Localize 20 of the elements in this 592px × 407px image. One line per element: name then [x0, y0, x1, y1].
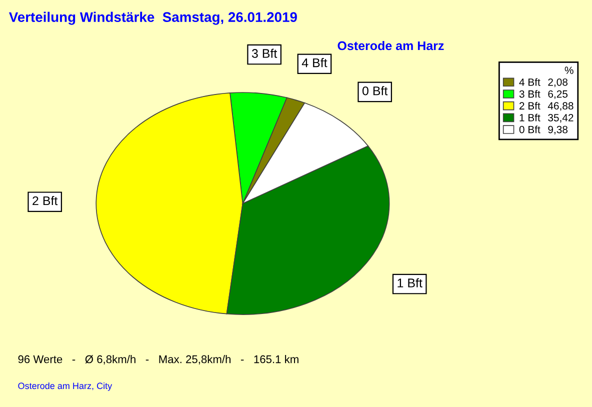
text: 96 Werte - Ø 6,8km/h - Max. 25,8km/h - 165.1 km — [18, 355, 298, 364]
slice-label: 0 Bft — [362, 86, 388, 96]
data-label: 2,08 — [548, 78, 568, 88]
text: Osterode am Harz, City — [18, 382, 112, 391]
data-label: 6,25 — [548, 90, 568, 99]
data-label: 35,42 — [548, 114, 574, 123]
legend-title: % — [564, 66, 574, 74]
data-label: 9,38 — [548, 126, 568, 134]
data-label: 46,88 — [548, 102, 574, 111]
legend-label: 0 Bft — [519, 126, 540, 134]
slice-label: 4 Bft — [302, 58, 328, 68]
slice-label: 3 Bft — [252, 48, 278, 58]
legend-label: 2 Bft — [519, 102, 540, 110]
slice-label: 1 Bft — [398, 278, 422, 288]
chart-title: Verteilung Windstärke Samstag, 26.01.2019 — [8, 12, 297, 25]
slice-label: 2 Bft — [32, 196, 58, 206]
legend-label: 4 Bft — [519, 78, 540, 86]
legend-label: 1 Bft — [520, 114, 540, 122]
chart-subtitle: Osterode am Harz — [338, 40, 444, 50]
legend-label: 3 Bft — [519, 90, 540, 98]
